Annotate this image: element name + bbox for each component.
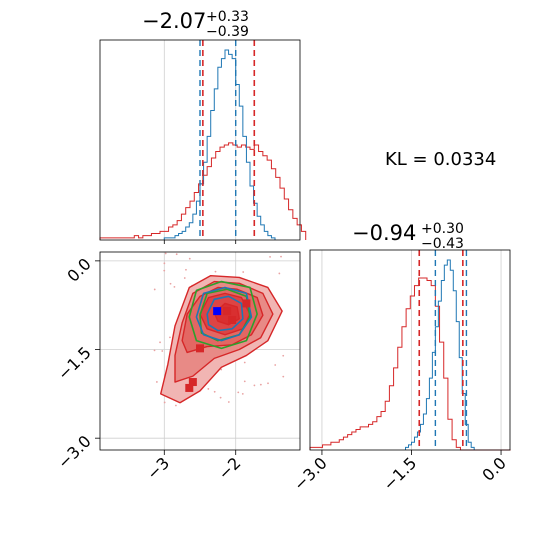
joint-sample-point <box>241 393 244 395</box>
joint-sample-point <box>280 255 282 258</box>
joint-red-marker <box>242 299 251 308</box>
joint-sample-point <box>163 262 166 265</box>
joint-panel: −3 −2 0.0 −1.5 −3.0 <box>54 251 301 484</box>
histogram-param1-blue-series <box>163 49 276 240</box>
kl-divergence-label: KL = 0.0334 <box>385 149 496 170</box>
joint-sample-point <box>213 390 216 393</box>
joint-sample-point <box>282 375 285 378</box>
histogram-param2-x-ticks: −3.0 −1.5 0.0 <box>290 450 510 494</box>
joint-sample-point <box>242 271 245 273</box>
joint-blue-contour <box>206 295 244 332</box>
joint-blue-contours <box>195 286 253 342</box>
joint-frame <box>99 251 301 451</box>
histogram-param2-grid <box>321 250 502 450</box>
joint-sample-point <box>274 364 277 366</box>
joint-sample-point <box>219 396 222 399</box>
joint-sample-point <box>243 380 246 383</box>
joint-blue-marker <box>213 307 222 316</box>
joint-red-marker <box>196 344 204 353</box>
histogram-param2-tick-label: −3.0 <box>290 453 331 494</box>
param1-title-main: −2.07 <box>142 9 206 33</box>
joint-sample-point <box>153 349 156 352</box>
joint-x-ticks: −3 −2 <box>143 450 245 484</box>
joint-red-marker <box>185 383 194 392</box>
joint-sample-point <box>207 388 210 390</box>
joint-red-marker <box>188 378 197 387</box>
histogram-param2-tick-label: −1.5 <box>379 453 420 494</box>
joint-sample-point <box>161 350 164 352</box>
joint-sample-point <box>259 383 262 386</box>
joint-sample-point <box>269 255 271 258</box>
joint-sample-point <box>220 368 223 371</box>
histogram-param1-red-series <box>99 142 307 240</box>
histogram-param2-blue-series <box>405 259 475 450</box>
joint-y-ticks: 0.0 −1.5 −3.0 <box>54 254 100 472</box>
joint-red-marker <box>228 315 237 324</box>
param2-title-plus: +0.30 <box>421 221 464 237</box>
joint-sample-point <box>282 354 285 357</box>
joint-sample-point <box>183 277 186 279</box>
histogram-param2-title: −0.94 +0.30 −0.43 <box>352 221 464 252</box>
histogram-param2-tick-label: 0.0 <box>478 453 509 484</box>
joint-sample-point <box>278 272 281 275</box>
joint-sample-point <box>153 288 156 291</box>
joint-x-tick-label: −2 <box>214 453 244 483</box>
joint-sample-point <box>155 381 158 383</box>
param2-title-minus: −0.43 <box>421 236 464 252</box>
param1-title-plus: +0.33 <box>206 9 249 25</box>
histogram-param1-frame <box>99 39 301 241</box>
joint-sample-point <box>173 286 176 288</box>
joint-blue-contour <box>195 286 253 342</box>
joint-sample-point <box>267 382 269 385</box>
joint-x-tick-label: −3 <box>143 453 173 483</box>
joint-sample-point <box>169 282 172 285</box>
joint-sample-point <box>253 384 256 387</box>
histogram-param1-quantile-lines <box>199 40 256 240</box>
joint-sample-point <box>185 268 187 271</box>
joint-sample-point <box>227 401 230 403</box>
histogram-param2-quantile-lines <box>418 250 468 450</box>
histogram-param1-panel: −2.07 +0.33 −0.39 <box>99 9 307 244</box>
joint-y-tick-label: −3.0 <box>54 432 95 473</box>
joint-sample-point <box>243 361 246 364</box>
joint-sample-point <box>175 253 178 256</box>
joint-green-contour <box>188 280 258 350</box>
joint-sample-point <box>169 336 171 339</box>
joint-y-tick-label: 0.0 <box>63 254 94 285</box>
histogram-param2-red-series <box>309 277 511 451</box>
joint-sample-point <box>159 341 161 344</box>
joint-y-tick-label: −1.5 <box>54 343 95 384</box>
joint-sample-point <box>237 391 240 394</box>
joint-sample-point <box>163 401 166 404</box>
joint-sample-point <box>164 252 167 255</box>
joint-markers <box>185 299 251 392</box>
joint-sample-point <box>163 269 166 272</box>
joint-sample-point <box>214 270 217 273</box>
joint-sample-point <box>188 257 191 260</box>
histogram-param2-frame <box>309 249 511 451</box>
param1-title-minus: −0.39 <box>206 24 249 40</box>
histogram-param2-panel: −3.0 −1.5 0.0 −0.94 +0.30 −0.43 <box>290 221 511 494</box>
param2-title-main: −0.94 <box>352 221 416 245</box>
joint-red-marker <box>223 307 232 316</box>
histogram-param1-title: −2.07 +0.33 −0.39 <box>142 9 249 40</box>
joint-sample-point <box>175 404 177 407</box>
